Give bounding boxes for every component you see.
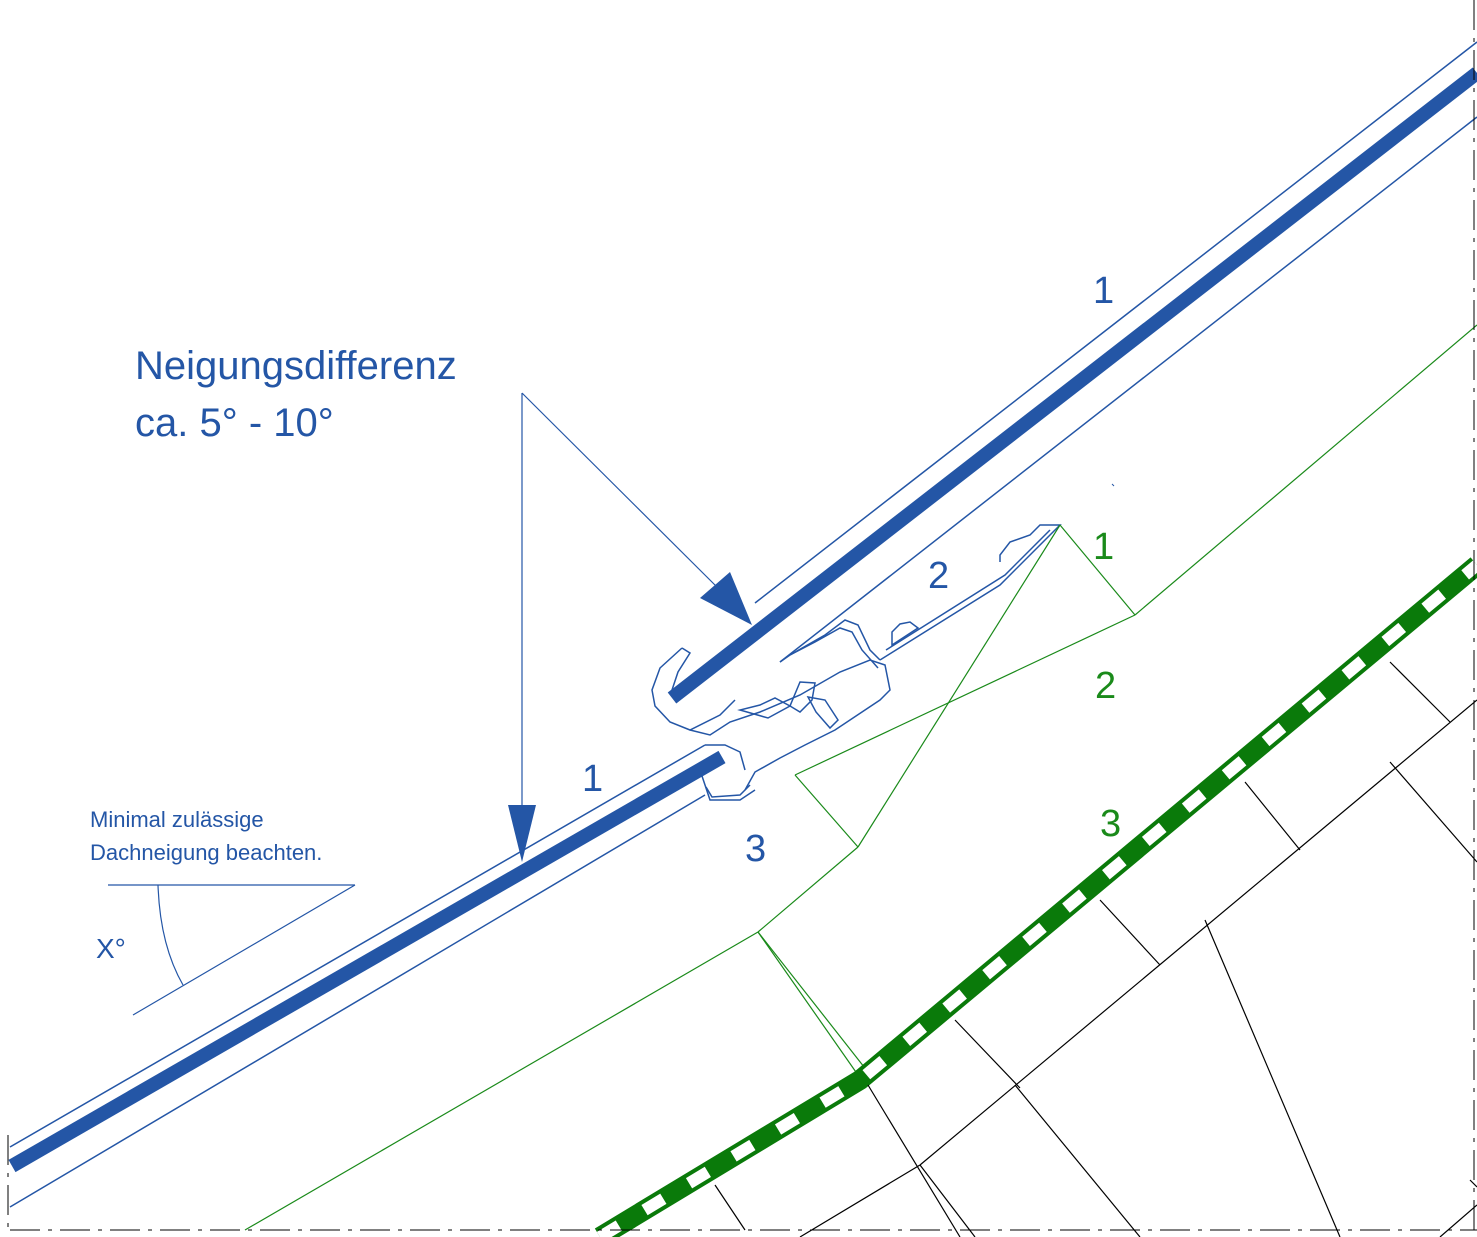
- label-lower-panel-1: 1: [582, 758, 604, 800]
- label-profile-2: 2: [928, 555, 950, 597]
- insulation-band: [594, 557, 1477, 1237]
- label-lower-3: 3: [745, 828, 767, 870]
- note-line-1: Minimal zulässige: [90, 807, 264, 832]
- angle-label: X°: [96, 933, 126, 964]
- title-line-1: Neigungsdifferenz: [135, 344, 457, 388]
- substrate-lines: [244, 324, 1477, 1231]
- upper-roof-panel: [667, 41, 1477, 704]
- border-lines: [7, 0, 1477, 1237]
- leader-arrows: [508, 392, 752, 862]
- label-green-1: 1: [1093, 526, 1115, 568]
- rafter-lines: [714, 661, 1477, 1237]
- label-upper-panel-1: 1: [1093, 270, 1115, 312]
- arrow-head-lower: [508, 805, 536, 862]
- label-green-3: 3: [1100, 803, 1122, 845]
- angle-indicator: [108, 884, 356, 1016]
- arrow-head-upper: [700, 572, 752, 625]
- title-line-2: ca. 5° - 10°: [135, 401, 334, 445]
- label-green-2: 2: [1095, 665, 1117, 707]
- note-line-2: Dachneigung beachten.: [90, 840, 323, 865]
- lower-roof-panel: [8, 744, 726, 1208]
- transition-profile: [651, 524, 1062, 801]
